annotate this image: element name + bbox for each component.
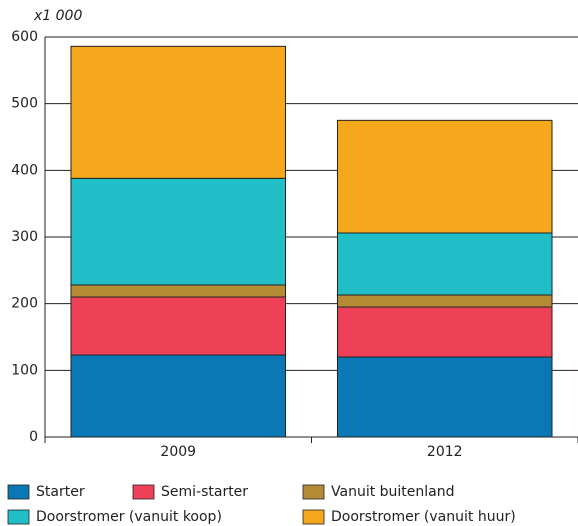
bar-segment (70, 284, 287, 298)
y-tick-label: 600 (11, 29, 38, 45)
legend-label: Starter (36, 484, 85, 500)
y-tick-label: 500 (11, 96, 38, 112)
y-tick-label: 300 (11, 229, 38, 245)
bar-segment (70, 45, 287, 179)
bar-segment (70, 177, 287, 286)
y-tick-label: 0 (29, 429, 38, 445)
bar-segment (336, 356, 553, 438)
legend-swatch (7, 509, 30, 525)
x-tick-label: 2009 (160, 444, 196, 460)
y-tick-label: 100 (11, 362, 38, 378)
legend-swatch (132, 484, 155, 500)
legend-swatch (302, 509, 325, 525)
bar-segment (70, 354, 287, 438)
y-axis-label: x1 000 (33, 8, 82, 24)
y-tick-label: 200 (11, 296, 38, 312)
bar-segment (70, 296, 287, 356)
bar-segment (336, 306, 553, 358)
legend-swatch (302, 484, 325, 500)
y-tick-label: 400 (11, 162, 38, 178)
legend-label: Doorstromer (vanuit huur) (331, 509, 516, 525)
legend-label: Doorstromer (vanuit koop) (36, 509, 222, 525)
bar-segment (336, 119, 553, 234)
legend-label: Vanuit buitenland (331, 484, 455, 500)
x-tick-label: 2012 (427, 444, 463, 460)
bar-segment (336, 232, 553, 296)
bar-segment (336, 294, 553, 308)
legend-label: Semi-starter (161, 484, 248, 500)
legend-swatch (7, 484, 30, 500)
